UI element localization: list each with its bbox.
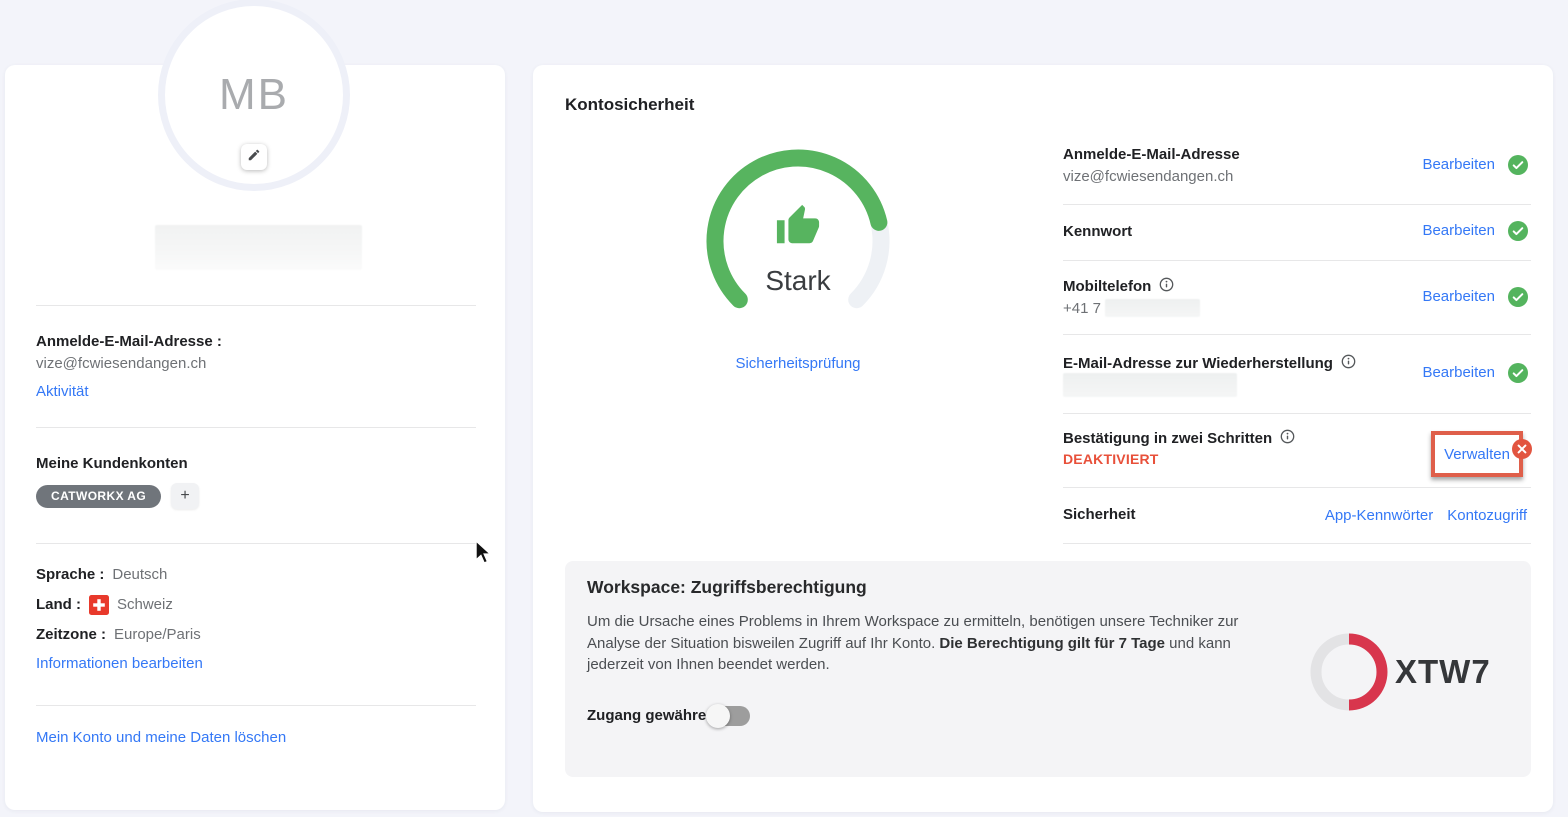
account-security-card: Kontosicherheit Stark Sicherheitsprüfung… <box>533 65 1553 812</box>
divider <box>1063 413 1531 414</box>
pencil-icon <box>247 148 261 167</box>
language-row: Sprache : Deutsch <box>36 565 167 585</box>
security-score-status: Stark <box>765 265 831 296</box>
phone-prefix: +41 7 <box>1063 299 1101 317</box>
login-email-value: vize@fcwiesendangen.ch <box>36 355 207 372</box>
divider <box>1063 334 1531 335</box>
info-icon[interactable] <box>1280 429 1295 448</box>
divider <box>1063 204 1531 205</box>
divider <box>36 543 476 544</box>
swiss-flag-icon <box>89 595 109 615</box>
workspace-body-bold: Die Berechtigung gilt für 7 Tage <box>939 634 1166 652</box>
avatar-edit-button[interactable] <box>241 144 267 170</box>
divider <box>1063 260 1531 261</box>
security-title: Kontosicherheit <box>565 95 695 114</box>
redacted-phone-number <box>1104 299 1200 317</box>
login-email-row-label: Anmelde-E-Mail-Adresse <box>1063 146 1240 163</box>
security-links: App-Kennwörter Kontozugriff <box>1325 507 1527 524</box>
grant-access-toggle[interactable] <box>706 704 750 728</box>
mobile-phone-label-text: Mobiltelefon <box>1063 278 1152 295</box>
two-step-status-badge: DEAKTIVIERT <box>1063 451 1159 467</box>
divider <box>36 305 476 306</box>
workspace-body-text-2: und kann jederzeit von Ihnen beendet wer… <box>587 634 1231 674</box>
redacted-recovery-email <box>1063 373 1237 397</box>
security-row-label: Sicherheit <box>1063 506 1136 523</box>
info-icon[interactable] <box>1159 277 1174 296</box>
edit-recovery-email-link[interactable]: Bearbeiten <box>1422 364 1495 381</box>
divider <box>36 427 476 428</box>
add-account-button[interactable]: + <box>171 483 200 509</box>
profile-card: MB Anmelde-E-Mail-Adresse : vize@fcwiese… <box>5 0 505 810</box>
customer-account-badge[interactable]: CATWORKX AG <box>36 484 162 508</box>
recovery-email-row-label: E-Mail-Adresse zur Wiederherstellung <box>1063 354 1356 373</box>
divider <box>1063 487 1531 488</box>
grant-access-label: Zugang gewähren <box>587 707 716 724</box>
language-label: Sprache : <box>36 566 105 583</box>
support-code: XTW7 <box>1395 653 1491 690</box>
mobile-phone-row-value: +41 7 <box>1063 299 1200 317</box>
edit-mobile-phone-link[interactable]: Bearbeiten <box>1422 288 1495 305</box>
country-row: Land : Schweiz <box>36 595 173 615</box>
language-value: Deutsch <box>112 566 168 583</box>
customer-accounts-label: Meine Kundenkonten <box>36 455 188 472</box>
edit-login-email-link[interactable]: Bearbeiten <box>1422 156 1495 173</box>
check-circle-icon <box>1508 155 1528 175</box>
edit-information-link[interactable]: Informationen bearbeiten <box>36 655 203 672</box>
timezone-value: Europe/Paris <box>114 626 201 643</box>
avatar-initials: MB <box>219 70 289 119</box>
edit-password-link[interactable]: Bearbeiten <box>1422 222 1495 239</box>
app-passwords-link[interactable]: App-Kennwörter <box>1324 507 1434 524</box>
x-circle-icon <box>1512 439 1532 459</box>
two-step-label-text: Bestätigung in zwei Schritten <box>1063 430 1273 447</box>
verwalten-highlight-box: Verwalten <box>1431 431 1523 477</box>
workspace-panel-title: Workspace: Zugriffsberechtigung <box>587 577 867 597</box>
activity-link[interactable]: Aktivität <box>36 383 89 400</box>
security-score-gauge <box>695 138 901 344</box>
password-row-label: Kennwort <box>1063 223 1133 240</box>
mobile-phone-row-label: Mobiltelefon <box>1063 277 1174 296</box>
security-check-link[interactable]: Sicherheitsprüfung <box>735 355 861 372</box>
check-circle-icon <box>1508 221 1528 241</box>
recovery-email-label-text: E-Mail-Adresse zur Wiederherstellung <box>1063 355 1333 372</box>
thumb-up-icon <box>775 203 821 254</box>
workspace-body-text-1: Um die Ursache eines Problems in Ihrem W… <box>587 613 1239 652</box>
toggle-knob <box>706 704 730 728</box>
country-value: Schweiz <box>117 596 173 613</box>
delete-account-link[interactable]: Mein Konto und meine Daten löschen <box>36 729 287 746</box>
login-email-label: Anmelde-E-Mail-Adresse : <box>36 333 222 350</box>
timezone-label: Zeitzone : <box>36 626 106 643</box>
workspace-access-panel: Workspace: Zugriffsberechtigung Um die U… <box>565 561 1531 777</box>
redacted-user-name <box>155 225 362 270</box>
check-circle-icon <box>1508 363 1528 383</box>
divider <box>36 705 476 706</box>
account-access-link[interactable]: Kontozugriff <box>1447 507 1527 524</box>
country-label: Land : <box>36 596 81 613</box>
customer-accounts-row: CATWORKX AG + <box>36 483 200 509</box>
workspace-panel-body: Um die Ursache eines Problems in Ihrem W… <box>587 611 1265 676</box>
info-icon[interactable] <box>1341 354 1356 373</box>
support-code-ring-chart <box>1309 632 1389 712</box>
login-email-row-value: vize@fcwiesendangen.ch <box>1063 168 1234 185</box>
check-circle-icon <box>1508 287 1528 307</box>
two-step-row-label: Bestätigung in zwei Schritten <box>1063 429 1295 448</box>
divider <box>1063 543 1531 544</box>
manage-two-step-link[interactable]: Verwalten <box>1444 445 1510 463</box>
timezone-row: Zeitzone : Europe/Paris <box>36 625 201 645</box>
security-settings-list: Anmelde-E-Mail-Adresse vize@fcwiesendang… <box>1063 65 1532 545</box>
